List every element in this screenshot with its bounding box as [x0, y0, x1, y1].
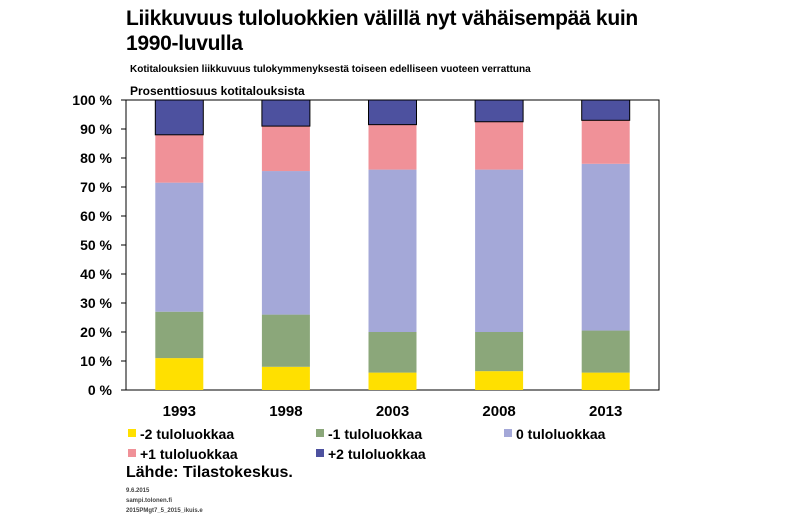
legend-item: -2 tuloluokkaa	[128, 426, 234, 442]
bar-segment	[475, 121, 524, 170]
y-tick-label: 70 %	[80, 179, 112, 195]
legend-swatch	[316, 429, 324, 438]
chart-subtitle: Kotitalouksien liikkuvuus tulokymmenykse…	[130, 64, 531, 75]
x-tick-label: 2003	[376, 403, 409, 420]
y-tick-label: 20 %	[80, 324, 112, 340]
legend-swatch	[504, 429, 512, 438]
y-tick-label: 90 %	[80, 121, 112, 137]
bar-segment	[475, 100, 524, 122]
bar-segment	[155, 311, 204, 359]
footer-author: sampi.tolonen.fi	[126, 498, 173, 504]
bar-segment	[368, 372, 417, 390]
legend-swatch	[128, 449, 136, 458]
legend-label: -1 tuloluokkaa	[328, 426, 423, 442]
legend-label: -2 tuloluokkaa	[140, 426, 235, 442]
bar-segment	[475, 371, 524, 390]
bar-segment	[155, 134, 204, 183]
x-tick-label: 2008	[482, 403, 515, 420]
bar-segment	[261, 126, 310, 172]
y-tick-label: 60 %	[80, 208, 112, 224]
chart-title: Liikkuvuus tuloluokkien välillä nyt vähä…	[126, 7, 638, 55]
bar-segment	[155, 182, 204, 312]
y-tick-label: 100 %	[72, 92, 112, 108]
bar-top-outline	[154, 99, 204, 136]
bar-segment	[581, 372, 630, 390]
x-tick-label: 1998	[269, 403, 302, 420]
bar-segment	[581, 120, 630, 164]
y-tick-label: 0 %	[88, 382, 113, 398]
legend-item: -1 tuloluokkaa	[316, 426, 422, 442]
y-tick-label: 30 %	[80, 295, 112, 311]
bar-segment	[581, 330, 630, 373]
y-tick-label: 80 %	[80, 150, 112, 166]
legend-swatch	[128, 429, 136, 438]
y-tick-label: 10 %	[80, 353, 112, 369]
y-tick-label: 50 %	[80, 237, 112, 253]
footer-file: 2015PMgt7_5_2015_ikuis.e	[126, 508, 203, 514]
bar-segment	[261, 100, 310, 127]
bar-segment	[581, 163, 630, 331]
y-axis-label: Prosenttiosuus kotitalouksista	[130, 84, 305, 98]
bar-segment	[368, 124, 417, 170]
bar-segment	[155, 358, 204, 390]
bar-top-outline	[581, 99, 631, 121]
x-tick-label: 1993	[163, 403, 196, 420]
bar-segment	[261, 314, 310, 367]
legend-label: 0 tuloluokkaa	[516, 426, 606, 442]
bar-segment	[261, 366, 310, 390]
bar-segment	[261, 171, 310, 315]
bar-segment	[368, 332, 417, 373]
bar-segment	[581, 100, 630, 121]
bar-top-outline	[261, 99, 311, 127]
legend-item: +2 tuloluokkaa	[316, 446, 426, 462]
legend-label: +2 tuloluokkaa	[328, 446, 426, 462]
y-tick-label: 40 %	[80, 266, 112, 282]
bar-top-outline	[368, 99, 417, 126]
bar-top-outline	[474, 99, 524, 123]
bar-segment	[368, 100, 417, 125]
bar-segment	[368, 169, 417, 332]
source-note: Lähde: Tilastokeskus.	[126, 464, 293, 481]
legend-item: +1 tuloluokkaa	[128, 446, 238, 462]
legend-swatch	[316, 449, 324, 458]
legend-item: 0 tuloluokkaa	[504, 426, 605, 442]
legend-label: +1 tuloluokkaa	[140, 446, 238, 462]
bar-segment	[155, 100, 204, 135]
bar-segment	[475, 169, 524, 332]
bar-segment	[475, 332, 524, 372]
x-tick-label: 2013	[589, 403, 622, 420]
footer-date: 9.6.2015	[126, 488, 150, 494]
